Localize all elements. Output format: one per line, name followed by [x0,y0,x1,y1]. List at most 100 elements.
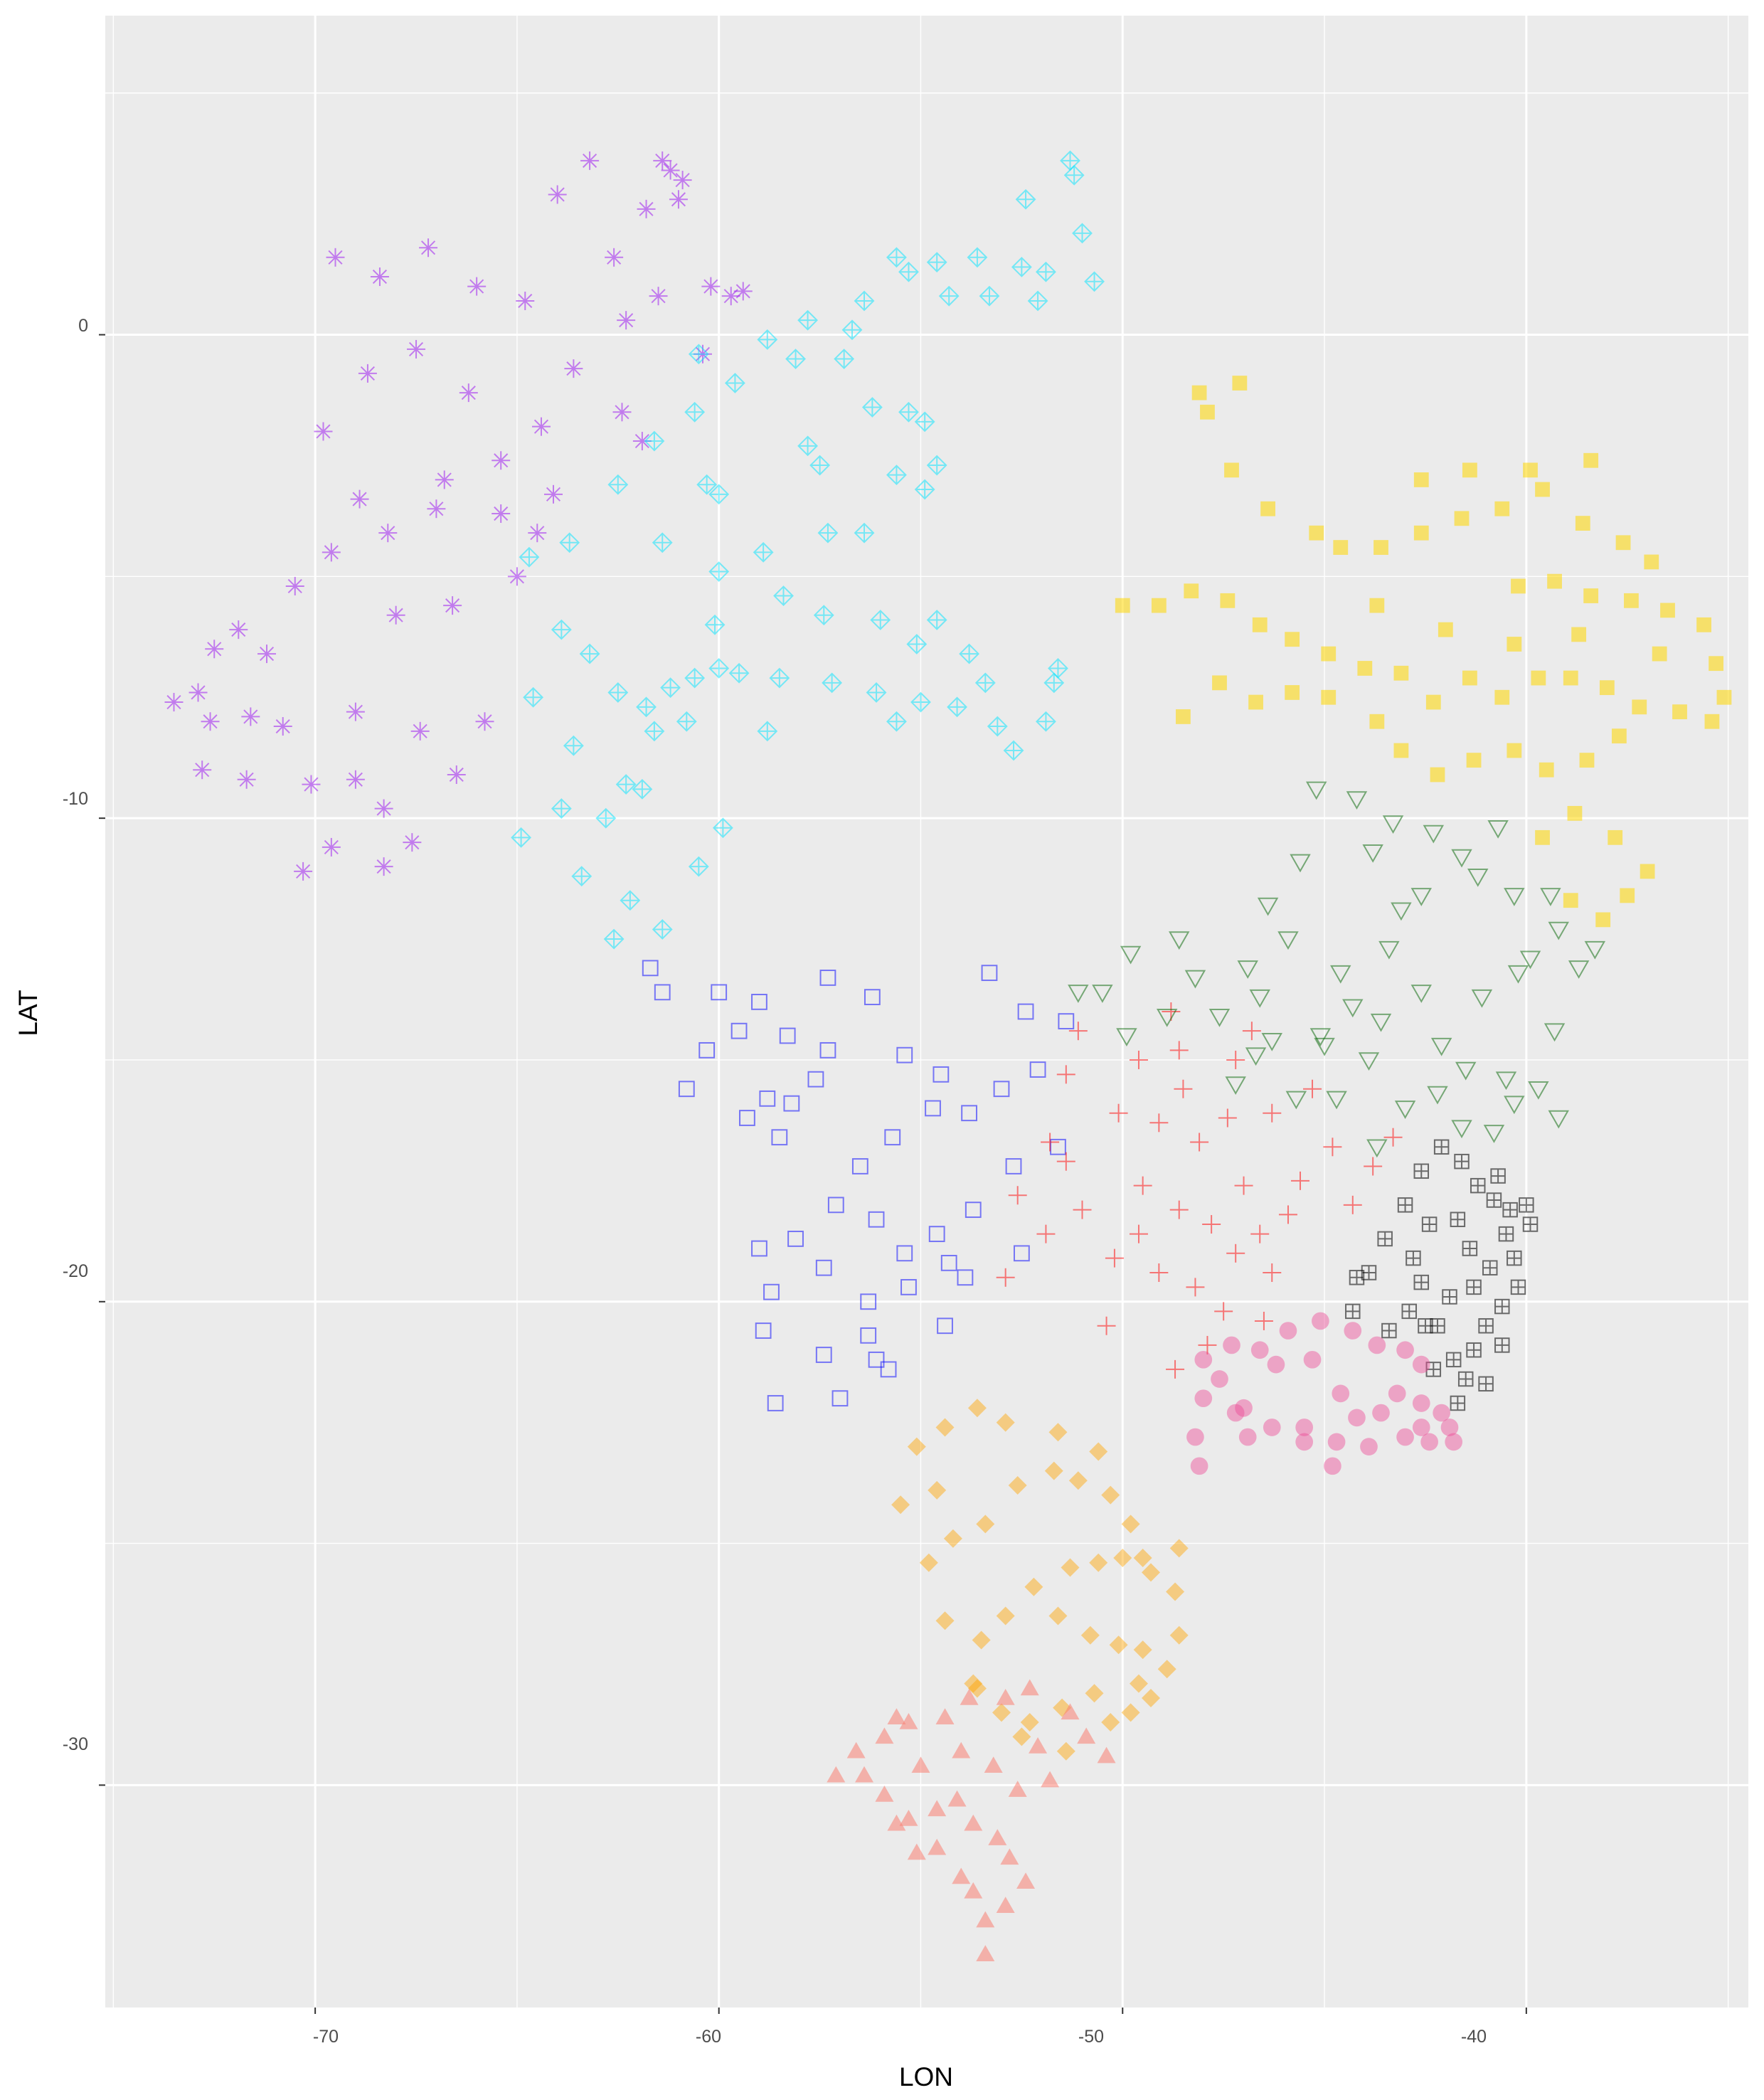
data-point [1169,931,1190,950]
data-point [1226,1243,1245,1263]
data-point [1445,1433,1463,1451]
data-point [711,984,728,1001]
data-point [1348,1409,1366,1427]
data-point [1327,1433,1346,1451]
data-point [257,645,277,664]
data-point [767,1395,784,1411]
data-point [1323,1138,1342,1157]
data-point [676,711,697,732]
data-point [605,248,624,267]
data-point [1620,888,1635,903]
data-point [1539,762,1554,778]
data-point [965,1202,982,1219]
data-point [1263,1263,1282,1282]
data-point [984,1756,1003,1773]
data-point [1374,540,1388,555]
data-point [1169,1626,1189,1645]
data-point [419,238,438,258]
data-point [967,1679,987,1698]
data-point [763,1283,780,1300]
data-point [1073,1200,1092,1219]
data-point [979,285,1000,307]
x-tick-label: -50 [1078,2027,1104,2047]
data-point [1495,1071,1517,1091]
data-point [933,1066,950,1083]
data-point [1295,1433,1314,1451]
series-circle [1186,1312,1463,1475]
data-point [1345,1303,1361,1320]
data-point [617,311,636,330]
data-point [1061,1558,1080,1577]
data-point [1427,1086,1448,1105]
data-point [1020,1713,1039,1732]
data-point [1068,1471,1088,1490]
data-point [1438,622,1453,637]
data-point [1343,1195,1362,1214]
data-point [1704,714,1720,729]
data-point [1413,1274,1430,1290]
data-point [854,290,875,312]
data-point [1393,665,1409,681]
data-point [475,712,494,731]
data-point [1624,593,1639,608]
data-point [1478,1376,1494,1392]
data-point [899,1809,918,1826]
data-point [1430,767,1445,783]
data-point [237,770,256,789]
data-point [964,1882,983,1899]
data-point [880,1361,897,1378]
data-point [1482,1260,1498,1276]
data-point [708,658,730,679]
data-point [1346,791,1368,810]
data-point [1595,912,1611,928]
data-point [959,643,980,664]
data-point [1462,462,1477,478]
data-point [492,451,511,470]
data-point [378,524,398,543]
data-point [1451,1120,1472,1139]
data-point [1277,931,1299,950]
series-triangle-filled [827,1679,1116,1961]
data-point [1116,1028,1137,1046]
data-point [815,1347,832,1363]
data-point [1330,965,1351,984]
data-point [967,247,988,268]
data-point [519,546,540,568]
data-point [1412,1394,1430,1412]
data-point [1012,1727,1031,1746]
data-point [1242,1022,1261,1041]
data-point [688,344,709,365]
data-point [1129,1050,1148,1069]
data-point [1388,1384,1406,1403]
data-point [1611,728,1627,744]
data-point [910,691,931,713]
data-point [967,1399,987,1418]
data-point [1174,1079,1193,1098]
data-point [1584,940,1606,960]
data-point [188,683,208,702]
data-point [1507,743,1522,758]
data-point [1105,1248,1124,1268]
data-point [1519,1197,1534,1213]
data-point [861,397,883,418]
data-point [615,774,637,795]
data-point [1156,1009,1178,1027]
data-point [1226,1404,1245,1422]
data-point [459,383,478,403]
data-point [866,682,887,703]
data-point [1003,740,1024,761]
data-point [952,1867,971,1884]
data-point [773,585,794,606]
data-point [1511,578,1526,594]
data-point [1166,1582,1185,1601]
data-point [797,309,818,331]
data-point [976,1945,995,1961]
data-point [785,349,806,369]
data-point [981,965,998,982]
data-point [1450,1395,1466,1411]
data-point [925,1100,941,1117]
data-point [612,403,632,422]
data-point [1372,1404,1390,1422]
major-gridlines [105,16,1748,2008]
data-point [1214,1302,1233,1321]
